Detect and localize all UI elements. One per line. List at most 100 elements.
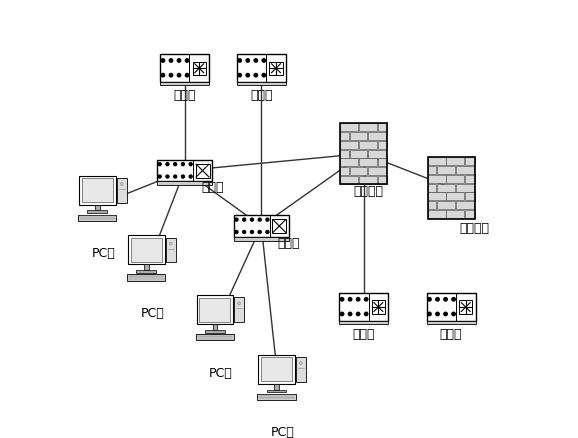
Bar (350, 132, 368, 140)
Bar (340, 132, 349, 140)
Bar (95, 205, 99, 211)
Bar (368, 132, 386, 140)
Text: 安全设备: 安全设备 (353, 185, 383, 198)
Bar (166, 237, 176, 262)
Bar (339, 293, 388, 321)
Circle shape (258, 218, 261, 221)
Circle shape (246, 74, 250, 77)
Circle shape (340, 312, 344, 316)
Circle shape (444, 297, 447, 301)
Bar (340, 159, 358, 166)
Bar (205, 330, 225, 333)
Circle shape (173, 162, 177, 166)
Circle shape (177, 59, 181, 62)
Circle shape (161, 59, 165, 62)
Text: 交换机: 交换机 (201, 181, 224, 194)
Bar (127, 274, 165, 281)
Circle shape (181, 175, 184, 178)
Circle shape (250, 230, 253, 233)
Circle shape (262, 59, 265, 62)
Bar (428, 201, 436, 209)
Circle shape (177, 74, 181, 77)
Bar (340, 141, 358, 148)
Bar (437, 184, 455, 191)
Text: PC机: PC机 (209, 367, 232, 380)
Bar (428, 184, 436, 191)
Bar (340, 123, 358, 131)
Circle shape (365, 297, 368, 301)
Bar (197, 295, 233, 324)
Circle shape (340, 297, 344, 301)
Text: PC机: PC机 (140, 307, 164, 320)
Bar (261, 357, 292, 381)
Bar (455, 166, 473, 174)
Circle shape (254, 59, 257, 62)
Bar (144, 265, 149, 270)
Bar (465, 210, 475, 218)
Bar (455, 184, 473, 191)
Bar (465, 192, 475, 201)
Bar (377, 159, 387, 166)
Bar (340, 123, 387, 184)
Bar (437, 166, 455, 174)
Bar (237, 82, 286, 85)
Bar (128, 235, 165, 265)
Circle shape (428, 312, 431, 316)
Circle shape (169, 74, 173, 77)
Bar (269, 62, 283, 75)
Circle shape (189, 175, 192, 178)
Bar (136, 270, 157, 273)
Bar (459, 300, 472, 314)
Circle shape (299, 362, 302, 364)
Bar (427, 321, 476, 324)
Bar (117, 178, 127, 202)
Circle shape (186, 59, 189, 62)
Bar (213, 324, 217, 330)
Circle shape (169, 59, 173, 62)
Bar (131, 238, 162, 262)
Circle shape (235, 230, 238, 233)
Bar (296, 357, 306, 381)
Bar (234, 297, 244, 322)
Bar (455, 201, 473, 209)
Bar (446, 175, 464, 183)
Circle shape (238, 59, 242, 62)
Circle shape (436, 312, 439, 316)
Bar (340, 149, 349, 158)
Bar (339, 321, 388, 324)
Bar (257, 394, 295, 400)
Bar (377, 141, 387, 148)
Circle shape (243, 218, 246, 221)
Circle shape (238, 74, 242, 77)
Bar (359, 141, 377, 148)
Text: 路由器: 路由器 (173, 89, 196, 102)
Circle shape (166, 175, 169, 178)
Bar (237, 54, 286, 82)
Bar (428, 166, 436, 174)
Bar (359, 159, 377, 166)
Circle shape (161, 74, 165, 77)
Bar (340, 167, 349, 175)
Bar (275, 384, 279, 389)
Bar (428, 192, 446, 201)
Bar (368, 149, 386, 158)
Bar (350, 167, 368, 175)
Bar (377, 176, 387, 184)
Circle shape (349, 312, 352, 316)
Circle shape (266, 218, 269, 221)
Circle shape (357, 312, 360, 316)
Bar (160, 82, 209, 85)
Circle shape (365, 312, 368, 316)
Circle shape (173, 175, 177, 178)
Bar (234, 237, 289, 240)
Circle shape (169, 242, 172, 245)
Bar (446, 210, 464, 218)
Circle shape (189, 162, 192, 166)
Bar (192, 62, 206, 75)
Circle shape (158, 162, 161, 166)
Bar (87, 211, 108, 213)
Text: 路由器: 路由器 (440, 328, 462, 341)
Bar (350, 149, 368, 158)
Bar (446, 157, 464, 165)
Bar (437, 201, 455, 209)
